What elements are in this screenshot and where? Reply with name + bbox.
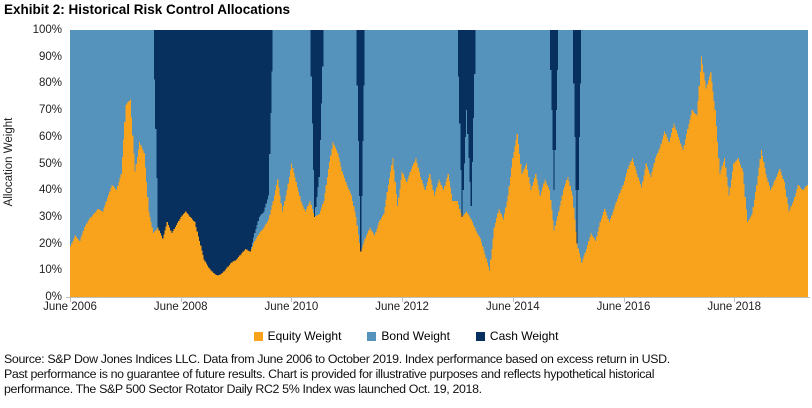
y-tick-label: 10% (38, 264, 62, 277)
legend-label: Bond Weight (381, 329, 450, 343)
x-tick-mark (623, 298, 625, 302)
source-line: Past performance is no guarantee of futu… (4, 367, 655, 381)
legend-swatch (367, 331, 377, 341)
x-tick-mark (402, 298, 404, 302)
y-tick-label: 20% (38, 237, 62, 250)
y-tick-label: 90% (38, 50, 62, 63)
x-tick-label: June 2016 (596, 301, 651, 313)
legend-item: Cash Weight (475, 329, 559, 343)
x-axis-line (66, 297, 810, 298)
source-note: Source: S&P Dow Jones Indices LLC. Data … (4, 352, 810, 397)
x-tick-label: June 2008 (153, 301, 208, 313)
legend-swatch (475, 331, 485, 341)
y-tick-label: 30% (38, 210, 62, 223)
x-tick-label: June 2014 (485, 301, 540, 313)
x-tick-mark (70, 298, 71, 302)
legend-swatch (253, 331, 263, 341)
x-tick-label: June 2010 (264, 301, 319, 313)
legend-item: Equity Weight (253, 329, 342, 343)
x-tick-label: June 2012 (375, 301, 429, 313)
legend-item: Bond Weight (367, 329, 450, 343)
y-tick-label: 40% (38, 184, 62, 197)
chart-title: Exhibit 2: Historical Risk Control Alloc… (4, 2, 291, 17)
x-tick-mark (734, 298, 736, 302)
x-tick-label: June 2006 (43, 301, 97, 313)
x-tick-label: June 2018 (707, 301, 762, 313)
x-tick-mark (512, 298, 514, 302)
y-tick-label: 50% (38, 157, 62, 170)
legend-label: Equity Weight (267, 329, 342, 343)
source-line: Source: S&P Dow Jones Indices LLC. Data … (4, 352, 670, 366)
stacked-area-plot (70, 30, 808, 297)
source-line: performance. The S&P 500 Sector Rotator … (4, 382, 482, 396)
legend-label: Cash Weight (489, 329, 559, 343)
y-tick-label: 80% (38, 77, 62, 90)
x-tick-mark (291, 298, 293, 302)
y-tick-label: 70% (38, 104, 62, 117)
y-tick-label: 100% (32, 24, 62, 36)
y-tick-label: 0% (45, 291, 62, 303)
y-tick-label: 60% (38, 130, 62, 143)
chart-legend: Equity Weight Bond Weight Cash Weight (0, 329, 812, 343)
x-tick-mark (180, 298, 182, 302)
